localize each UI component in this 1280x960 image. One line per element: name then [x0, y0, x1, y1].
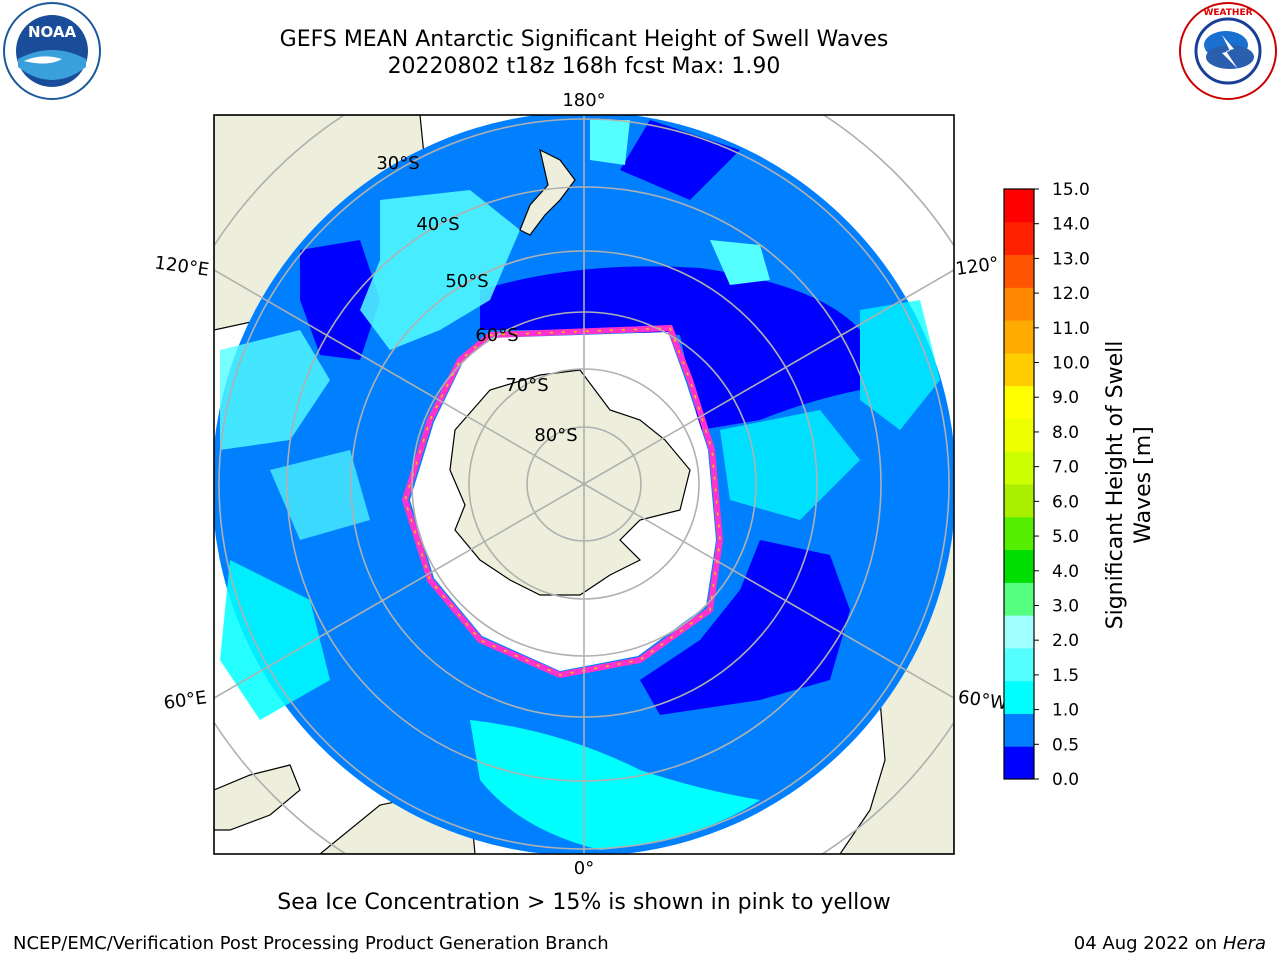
sea-ice-edge: [401, 324, 724, 679]
colorbar-tick-label: 9.0: [1052, 388, 1079, 408]
colorbar-tick-label: 14.0: [1052, 215, 1090, 235]
swell-high-north: [590, 120, 630, 165]
swell-low-north: [620, 120, 740, 200]
colorbar-tick-label: 0.0: [1052, 770, 1079, 790]
colorbar-tick-label: 11.0: [1052, 319, 1090, 339]
credit-host: Hera: [1222, 933, 1266, 954]
colorbar-segment: [1004, 451, 1034, 485]
lat-label-70s: 70°S: [505, 375, 548, 396]
sea-ice-note: Sea Ice Concentration > 15% is shown in …: [277, 890, 891, 915]
credit-date-text: 04 Aug 2022 on: [1073, 933, 1218, 954]
colorbar-tick-label: 3.0: [1052, 596, 1079, 616]
land-new-zealand: [519, 148, 576, 236]
swell-high-indian: [360, 190, 520, 350]
map-frame: [213, 114, 955, 855]
lon-label-120e: 120°E: [153, 252, 210, 280]
land-madagascar: [214, 764, 301, 831]
lon-label-0: 0°: [574, 858, 594, 879]
colorbar-segment: [1004, 615, 1034, 649]
colorbar-segment: [1004, 189, 1034, 223]
noaa-logo-text: NOAA: [28, 23, 77, 41]
colorbar-tick-label: 8.0: [1052, 423, 1079, 443]
colorbar-segment: [1004, 746, 1034, 780]
chart-title: GEFS MEAN Antarctic Significant Height o…: [279, 27, 889, 52]
colorbar-segment: [1004, 385, 1034, 419]
colorbar-segment: [1004, 418, 1034, 452]
colorbar-tick-label: 7.0: [1052, 458, 1079, 478]
swell-low-tasman: [300, 240, 380, 360]
swell-high-west: [220, 330, 330, 450]
swell-low-pacific: [480, 266, 860, 430]
swell-low-drake: [640, 540, 850, 715]
colorbar-segment: [1004, 549, 1034, 583]
colorbar-segment: [1004, 680, 1034, 714]
colorbar-segment: [1004, 320, 1034, 354]
colorbar-segment: [1004, 516, 1034, 551]
land-antarctica: [449, 369, 691, 596]
colorbar-tick-label: 0.5: [1052, 735, 1079, 755]
swell-high-pacific-patch: [710, 240, 770, 285]
colorbar-tick-label: 2.0: [1052, 631, 1079, 651]
swell-high-far-east: [860, 300, 940, 430]
colorbar-segment: [1004, 287, 1034, 321]
colorbar-segment: [1004, 254, 1034, 288]
longitude-grid: [214, 115, 954, 854]
colorbar-segment: [1004, 713, 1034, 747]
credit-branch: NCEP/EMC/Verification Post Processing Pr…: [13, 933, 609, 954]
noaa-logo: NOAA: [3, 2, 101, 100]
lat-label-40s: 40°S: [416, 214, 459, 235]
colorbar-tick-label: 6.0: [1052, 492, 1079, 512]
colorbar: 15.0 14.0 13.0 12.0 11.0 10.0 9.0 8.0 7.0 6.0 5.0 4…: [1003, 180, 1090, 790]
lat-label-30s: 30°S: [376, 153, 419, 174]
colorbar-frame: [1003, 188, 1035, 780]
colorbar-tick-label: 1.0: [1052, 701, 1079, 721]
colorbar-tick-label: 12.0: [1052, 284, 1090, 304]
colorbar-tick-label: 4.0: [1052, 562, 1079, 582]
swell-high-southeast: [220, 560, 330, 720]
swell-high-atlantic: [470, 720, 760, 850]
lon-label-120w: 120°: [954, 253, 1000, 280]
chart-subtitle: 20220802 t18z 168h fcst Max: 1.90: [387, 54, 781, 79]
nws-logo: WEATHER: [1179, 2, 1277, 100]
lat-label-50s: 50°S: [445, 271, 488, 292]
lat-label-80s: 80°S: [534, 425, 577, 446]
lat-label-60s: 60°S: [475, 325, 518, 346]
colorbar-label-line2: Waves [m]: [1131, 426, 1156, 543]
colorbar-segment: [1004, 582, 1034, 616]
lon-label-180: 180°: [562, 90, 605, 111]
colorbar-label-line1: Significant Height of Swell: [1103, 341, 1128, 630]
colorbar-tick-label: 10.0: [1052, 354, 1090, 374]
colorbar-segment: [1004, 352, 1034, 387]
colorbar-tick-label: 13.0: [1052, 249, 1090, 269]
lon-label-60w: 60°W: [957, 687, 1009, 715]
colorbar-segment: [1004, 221, 1034, 256]
colorbar-segment: [1004, 484, 1034, 518]
lon-label-60e: 60°E: [162, 687, 208, 714]
colorbar-tick-label: 15.0: [1052, 180, 1090, 200]
colorbar-tick-label: 1.5: [1052, 666, 1079, 686]
colorbar-tick-label: 5.0: [1052, 527, 1079, 547]
credit-date: 04 Aug 2022 on Hera: [1074, 933, 1266, 954]
swell-high-southwest: [270, 450, 370, 540]
svg-text:WEATHER: WEATHER: [1203, 8, 1252, 18]
colorbar-segment: [1004, 647, 1034, 682]
